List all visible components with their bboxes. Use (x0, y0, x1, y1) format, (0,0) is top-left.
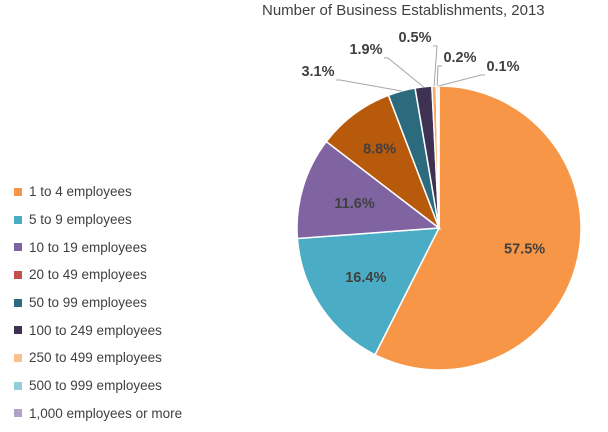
legend: 1 to 4 employees 5 to 9 employees 10 to 19… (14, 178, 182, 427)
legend-swatch-6 (14, 326, 22, 335)
legend-item-3: 10 to 19 employees (14, 233, 182, 261)
legend-label-8: 500 to 999 employees (29, 378, 162, 394)
legend-item-7: 250 to 499 employees (14, 344, 182, 372)
legend-swatch-5 (14, 298, 22, 307)
legend-item-1: 1 to 4 employees (14, 178, 182, 206)
data-label-2: 16.4% (345, 270, 386, 286)
legend-swatch-9 (14, 409, 22, 418)
data-label-4: 8.8% (363, 141, 396, 157)
legend-swatch-7 (14, 353, 22, 362)
pie-slice-9 (437, 85, 440, 229)
legend-swatch-1 (14, 187, 22, 196)
leader-lines (336, 45, 485, 92)
leader-line-9 (438, 74, 485, 87)
leader-line-7 (433, 45, 438, 87)
leader-line-8 (436, 65, 442, 87)
leader-line-5 (336, 79, 402, 92)
pie-slice-3 (296, 140, 442, 240)
legend-label-4: 20 to 49 employees (29, 267, 147, 283)
pie-slice-1 (373, 85, 582, 371)
legend-label-6: 100 to 249 employees (29, 322, 162, 338)
legend-item-9: 1,000 employees or more (14, 400, 182, 428)
data-label-7: 0.5% (398, 30, 431, 46)
legend-swatch-8 (14, 381, 22, 390)
data-label-3: 11.6% (334, 196, 374, 212)
legend-label-1: 1 to 4 employees (29, 184, 132, 200)
legend-swatch-2 (14, 215, 22, 224)
legend-label-7: 250 to 499 employees (29, 350, 162, 366)
data-labels: 57.5% 16.4% 11.6% 8.8% 3.1% 1.9% 0.5% 0.2% 0.1% (301, 30, 545, 286)
legend-swatch-3 (14, 243, 22, 252)
legend-label-5: 50 to 99 employees (29, 295, 147, 311)
pie-slice-2 (296, 227, 441, 356)
legend-label-2: 5 to 9 employees (29, 212, 132, 228)
legend-swatch-4 (14, 270, 22, 279)
data-label-6: 1.9% (349, 42, 382, 58)
legend-label-3: 10 to 19 employees (29, 239, 147, 255)
pie-slices (296, 85, 582, 371)
data-label-8: 0.2% (443, 50, 476, 66)
data-label-1: 57.5% (504, 241, 545, 257)
legend-label-9: 1,000 employees or more (29, 405, 183, 421)
data-label-5: 3.1% (301, 64, 334, 80)
legend-item-8: 500 to 999 employees (14, 372, 182, 400)
legend-item-4: 20 to 49 employees (14, 261, 182, 289)
legend-item-6: 100 to 249 employees (14, 316, 182, 344)
legend-item-5: 50 to 99 employees (14, 289, 182, 317)
chart-title: Number of Business Establishments, 2013 (262, 2, 545, 19)
leader-line-6 (384, 57, 424, 88)
legend-item-2: 5 to 9 employees (14, 206, 182, 234)
data-label-9: 0.1% (486, 59, 519, 75)
